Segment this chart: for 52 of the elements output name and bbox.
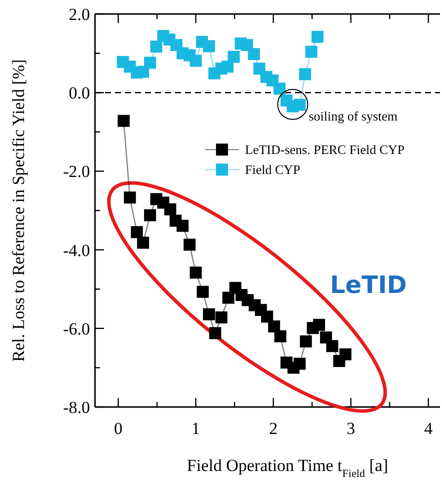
point [222, 292, 234, 304]
point [202, 308, 215, 320]
point [130, 226, 143, 238]
y-tick-label: -4.0 [63, 240, 90, 260]
point [294, 358, 306, 370]
y-tick-label: 0.0 [68, 84, 90, 103]
point [118, 114, 130, 127]
point [184, 238, 196, 251]
point [215, 311, 228, 324]
point [305, 46, 318, 58]
y-tick-label: -2.0 [63, 162, 90, 182]
point [209, 327, 222, 340]
x-axis-title: Field Operation Time t$_{Field}$ [a] [186, 456, 388, 480]
point [294, 98, 306, 111]
legend-label: LeTID-sens. PERC Field CYP [245, 142, 405, 158]
point [190, 266, 202, 279]
point [274, 82, 286, 95]
x-tick-label: 2 [269, 419, 278, 438]
x-tick-label: 3 [346, 419, 356, 438]
point [150, 40, 162, 53]
x-tick-label: 4 [424, 419, 434, 438]
point [202, 40, 215, 52]
point [313, 318, 326, 331]
point [261, 310, 274, 323]
point [144, 209, 156, 222]
point [299, 68, 312, 80]
point [248, 48, 260, 60]
point [300, 335, 312, 348]
point [137, 66, 150, 78]
point [228, 50, 240, 63]
point [190, 54, 202, 67]
point [144, 56, 156, 69]
point [312, 30, 324, 43]
x-tick-label: 0 [114, 419, 123, 438]
point [124, 192, 136, 204]
point [196, 286, 209, 298]
annotation: soiling of system [308, 108, 398, 124]
point [164, 203, 176, 216]
y-tick-label: 2.0 [68, 4, 90, 24]
legend-label: Field CYP [245, 162, 300, 178]
x-tick-label: 1 [192, 419, 200, 438]
point [137, 236, 150, 249]
y-tick-label: -8.0 [63, 398, 90, 417]
point [268, 320, 280, 332]
point [176, 220, 189, 232]
annotation: LeTID [330, 271, 407, 299]
y-axis-title: Rel. Loss to Reference in Specific Yield [%] [9, 59, 28, 362]
y-tick-label: -6.0 [63, 319, 90, 338]
point [222, 60, 234, 73]
point [274, 330, 286, 342]
point [326, 340, 338, 352]
point [339, 348, 352, 360]
